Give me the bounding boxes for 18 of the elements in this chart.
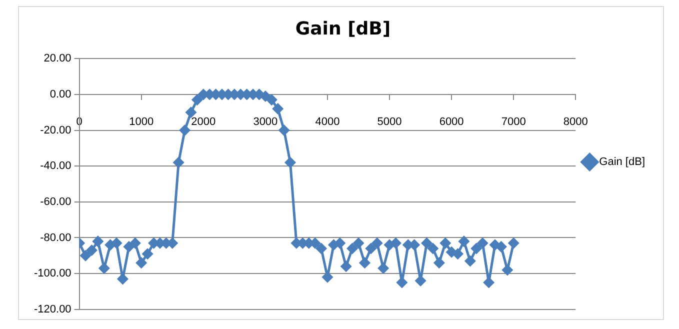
x-tick-label: 7000 <box>501 116 526 128</box>
x-tick-label: 4000 <box>315 116 340 128</box>
x-tick-label: 1000 <box>129 116 154 128</box>
y-tick-label: -60.00 <box>40 196 72 208</box>
x-tick-label: 2000 <box>191 116 216 128</box>
y-tick-label: -80.00 <box>40 232 72 244</box>
x-tick-label: 5000 <box>377 116 402 128</box>
y-tick-label: 0.00 <box>50 88 72 100</box>
legend-label: Gain [dB] <box>599 156 645 168</box>
y-tick-label: 20.00 <box>44 52 72 65</box>
y-tick-label: -40.00 <box>40 160 72 172</box>
y-tick-label: -120.00 <box>34 303 72 316</box>
x-tick-label: 3000 <box>253 116 278 128</box>
y-tick-label: -20.00 <box>40 124 72 136</box>
x-tick-label: 8000 <box>563 116 588 128</box>
y-tick-label: -100.00 <box>34 268 72 280</box>
chart-title: Gain [dB] <box>295 18 391 40</box>
x-tick-label: 6000 <box>439 116 464 128</box>
